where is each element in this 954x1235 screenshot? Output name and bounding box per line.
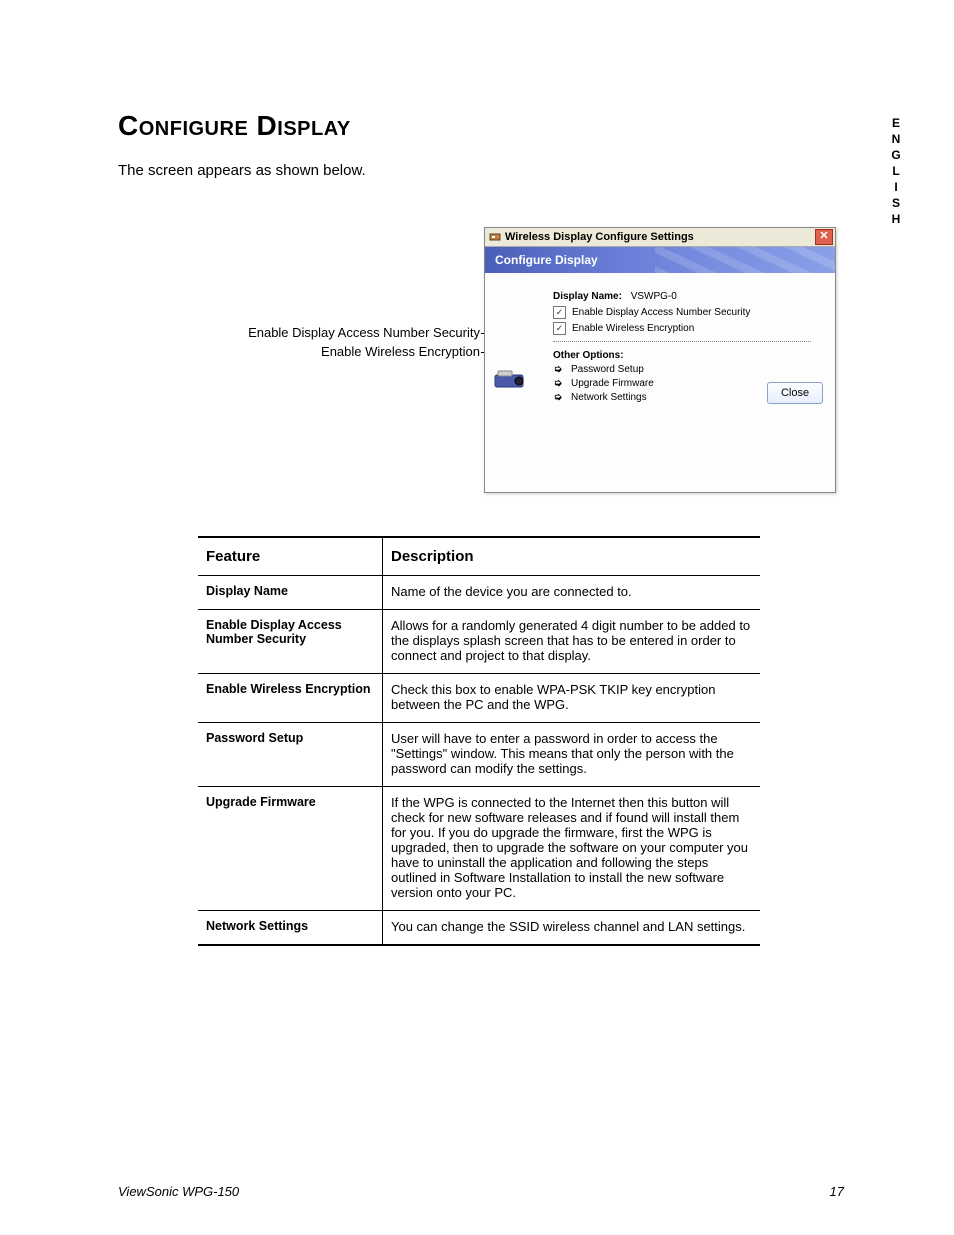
callout-wireless-encryption: Enable Wireless Encryption bbox=[196, 344, 480, 359]
display-name-value: VSWPG-0 bbox=[631, 291, 677, 302]
description-cell: Name of the device you are connected to. bbox=[383, 576, 761, 610]
lang-letter: S bbox=[890, 195, 902, 211]
checkbox-icon[interactable]: ✓ bbox=[553, 322, 566, 335]
checkbox-label: Enable Wireless Encryption bbox=[572, 323, 694, 334]
lang-letter: G bbox=[890, 147, 902, 163]
projector-icon bbox=[493, 369, 531, 391]
footer-page-number: 17 bbox=[830, 1184, 844, 1199]
close-button[interactable]: Close bbox=[767, 382, 823, 404]
divider bbox=[553, 341, 811, 342]
link-label: Password Setup bbox=[571, 364, 644, 375]
description-cell: Check this box to enable WPA-PSK TKIP ke… bbox=[383, 674, 761, 723]
table-row: Upgrade Firmware If the WPG is connected… bbox=[198, 787, 760, 911]
checkbox-row-access[interactable]: ✓ Enable Display Access Number Security bbox=[553, 306, 821, 319]
feature-cell: Password Setup bbox=[198, 723, 383, 787]
description-cell: Allows for a randomly generated 4 digit … bbox=[383, 610, 761, 674]
arrow-icon: ➭ bbox=[553, 379, 563, 389]
link-label: Upgrade Firmware bbox=[571, 378, 654, 389]
feature-cell: Enable Display Access Number Security bbox=[198, 610, 383, 674]
description-cell: User will have to enter a password in or… bbox=[383, 723, 761, 787]
checkbox-row-encryption[interactable]: ✓ Enable Wireless Encryption bbox=[553, 322, 821, 335]
window-banner: Configure Display bbox=[485, 247, 835, 273]
description-cell: If the WPG is connected to the Internet … bbox=[383, 787, 761, 911]
table-header-feature: Feature bbox=[198, 537, 383, 576]
page-heading: Configure Display bbox=[118, 110, 351, 142]
checkbox-icon[interactable]: ✓ bbox=[553, 306, 566, 319]
table-row: Display Name Name of the device you are … bbox=[198, 576, 760, 610]
checkbox-label: Enable Display Access Number Security bbox=[572, 307, 750, 318]
lang-letter: I bbox=[890, 179, 902, 195]
window-close-button[interactable]: ✕ bbox=[815, 229, 833, 245]
table-row: Network Settings You can change the SSID… bbox=[198, 911, 760, 946]
link-label: Network Settings bbox=[571, 392, 647, 403]
arrow-icon: ➭ bbox=[553, 365, 563, 375]
intro-text: The screen appears as shown below. bbox=[118, 162, 366, 179]
table-row: Password Setup User will have to enter a… bbox=[198, 723, 760, 787]
banner-text: Configure Display bbox=[495, 253, 598, 267]
display-name-row: Display Name: VSWPG-0 bbox=[553, 291, 821, 302]
window-title: Wireless Display Configure Settings bbox=[505, 231, 694, 243]
feature-cell: Enable Wireless Encryption bbox=[198, 674, 383, 723]
table-header-description: Description bbox=[383, 537, 761, 576]
lang-letter: H bbox=[890, 211, 902, 227]
language-indicator: E N G L I S H bbox=[890, 115, 902, 227]
lang-letter: N bbox=[890, 131, 902, 147]
app-icon bbox=[489, 231, 501, 243]
description-cell: You can change the SSID wireless channel… bbox=[383, 911, 761, 946]
window-body: Display Name: VSWPG-0 ✓ Enable Display A… bbox=[485, 273, 835, 414]
feature-cell: Upgrade Firmware bbox=[198, 787, 383, 911]
display-name-label: Display Name: bbox=[553, 291, 622, 302]
feature-cell: Network Settings bbox=[198, 911, 383, 946]
feature-cell: Display Name bbox=[198, 576, 383, 610]
lang-letter: E bbox=[890, 115, 902, 131]
footer-product: ViewSonic WPG-150 bbox=[118, 1184, 239, 1199]
lang-letter: L bbox=[890, 163, 902, 179]
callout-access-security: Enable Display Access Number Security bbox=[196, 325, 480, 340]
table-body: Display Name Name of the device you are … bbox=[198, 576, 760, 946]
link-password-setup[interactable]: ➭ Password Setup bbox=[553, 364, 821, 375]
feature-table: Feature Description Display Name Name of… bbox=[198, 536, 760, 946]
configure-window: Wireless Display Configure Settings ✕ Co… bbox=[484, 227, 836, 493]
arrow-icon: ➭ bbox=[553, 393, 563, 403]
table-row: Enable Wireless Encryption Check this bo… bbox=[198, 674, 760, 723]
table-row: Enable Display Access Number Security Al… bbox=[198, 610, 760, 674]
other-options-label: Other Options: bbox=[553, 350, 821, 361]
window-titlebar: Wireless Display Configure Settings ✕ bbox=[485, 228, 835, 247]
